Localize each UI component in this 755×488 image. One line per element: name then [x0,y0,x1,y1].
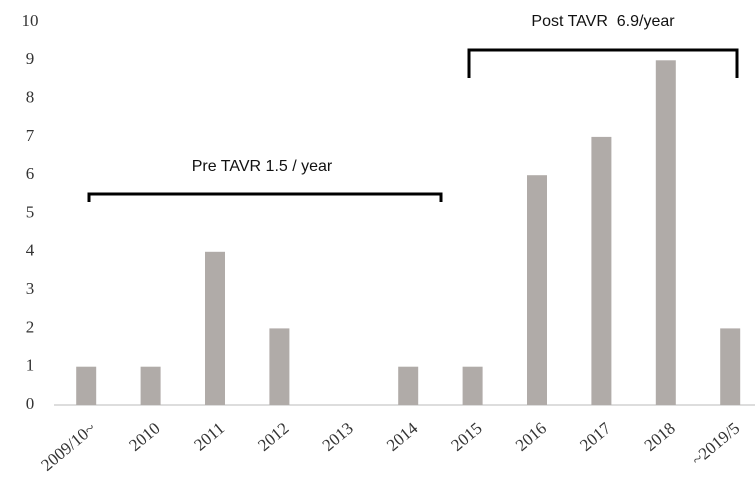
y-tick-label: 10 [22,11,39,30]
x-tick-label: 2016 [512,419,550,455]
x-tick-label: 2009/10~ [37,419,99,475]
bar [527,175,547,405]
y-tick-label: 7 [26,126,35,145]
bar [269,328,290,405]
x-tick-label: 2010 [125,419,163,455]
y-tick-label: 3 [26,279,35,298]
bar [591,136,612,405]
x-tick-label: 2011 [190,419,228,455]
y-tick-label: 1 [26,356,35,375]
y-tick-label: 6 [26,164,35,183]
bar [462,366,483,405]
x-tick-label: 2015 [447,419,485,455]
y-tick-label: 0 [26,394,35,413]
x-tick-label: 2013 [319,419,357,455]
post-bracket [467,48,739,78]
y-tick-label: 2 [26,317,35,336]
annotation: Post TAVR 6.9/year [531,13,675,30]
bar [205,251,225,405]
bar [720,328,741,405]
x-tick-label: 2017 [576,418,615,455]
x-tick-label: 2014 [383,418,422,455]
x-tick-label: ~2019/5 [688,419,743,470]
y-tick-label: 8 [26,88,35,107]
y-tick-label: 9 [26,49,35,68]
x-tick-label: 2012 [254,419,292,455]
annotation: Pre TAVR 1.5 / year [192,158,333,175]
pre-bracket [87,192,443,202]
y-tick-label: 4 [26,241,35,260]
x-tick-label: 2018 [641,419,679,455]
bar [398,366,419,405]
y-tick-label: 5 [26,202,35,221]
bar [76,366,97,405]
bar [655,60,676,406]
bar [140,366,161,405]
